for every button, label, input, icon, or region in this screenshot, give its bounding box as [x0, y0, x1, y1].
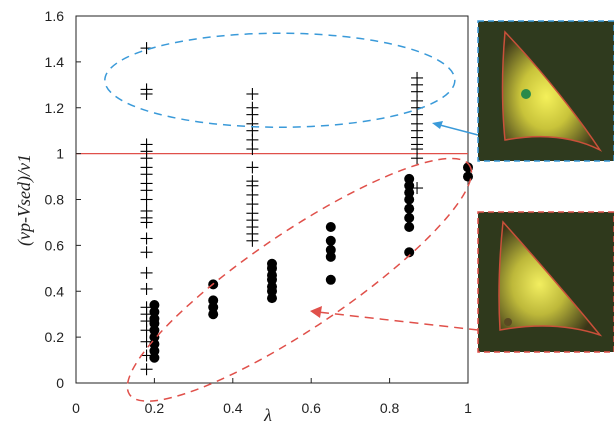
dot-point — [404, 180, 415, 191]
y-tick-label: 1.2 — [45, 100, 65, 116]
dot-point — [208, 295, 219, 306]
y-tick-label: 0.2 — [45, 329, 65, 345]
dot-point — [325, 222, 336, 233]
cross-point — [140, 232, 153, 245]
dot-point — [325, 244, 336, 255]
x-axis-title: λ — [263, 405, 272, 423]
dot-point — [267, 286, 277, 297]
x-tick-label: 0.4 — [223, 400, 243, 416]
dot-point — [267, 263, 277, 274]
upper-inset-image — [477, 20, 614, 162]
x-tick-label: 0.2 — [145, 400, 165, 416]
dot-point — [267, 293, 277, 304]
cross-point — [411, 152, 424, 165]
dot-point — [325, 251, 336, 262]
upper-leader-arrowhead — [432, 121, 443, 129]
dot-point — [404, 187, 415, 198]
cross-point — [246, 161, 259, 174]
cross-point — [246, 234, 259, 247]
annotation-leaders — [310, 121, 479, 331]
x-axis-ticks: 0 0.2 0.4 0.6 0.8 1 — [72, 378, 472, 416]
lower-leader-arrowhead — [310, 306, 322, 318]
cross-point — [246, 143, 259, 156]
dot-point — [404, 247, 415, 258]
dot-point — [404, 222, 415, 233]
y-tick-label: 1.6 — [45, 8, 65, 24]
dot-point — [404, 212, 415, 223]
dot-point — [149, 306, 160, 317]
x-tick-label: 0 — [72, 400, 80, 416]
dot-point — [404, 203, 415, 214]
y-axis-title: (vp-Vsed)/v1 — [14, 154, 35, 246]
upper-annotation-ellipse — [104, 32, 456, 128]
cross-point — [140, 193, 153, 206]
dot-point — [149, 345, 160, 356]
dot-point — [404, 173, 415, 184]
dot-point — [149, 352, 160, 363]
y-tick-label: 0 — [56, 375, 64, 391]
y-tick-label: 0.6 — [45, 237, 65, 253]
dot-point — [149, 332, 160, 343]
dot-point — [149, 318, 160, 329]
dot-point — [149, 300, 160, 311]
lower-inset-image — [477, 211, 614, 353]
cross-point — [140, 246, 153, 259]
cross-point — [140, 87, 153, 100]
dot-point — [149, 325, 160, 336]
dot-point — [208, 309, 219, 320]
y-tick-label: 0.8 — [45, 192, 65, 208]
y-tick-label: 1.4 — [45, 54, 65, 70]
cross-point — [140, 363, 153, 376]
dot-point — [267, 274, 277, 285]
data-points — [140, 42, 473, 376]
x-tick-label: 0.6 — [301, 400, 321, 416]
upper-leader-line — [435, 123, 479, 136]
dot-point — [325, 235, 336, 246]
cross-point — [140, 216, 153, 229]
annotations — [104, 32, 473, 402]
dot-point — [325, 274, 336, 285]
dot-point — [404, 194, 415, 205]
cross-point — [140, 266, 153, 279]
dot-point — [463, 171, 473, 182]
lower-leader-line — [317, 311, 479, 331]
cross-point — [140, 282, 153, 295]
dot-point — [208, 302, 219, 313]
y-tick-label: 0.4 — [45, 283, 65, 299]
x-tick-label: 1 — [464, 400, 472, 416]
lower-annotation-ellipse — [126, 157, 473, 402]
cross-point — [246, 87, 259, 100]
x-tick-label: 0.8 — [380, 400, 400, 416]
y-tick-label: 1 — [56, 146, 64, 162]
y-axis-ticks: 0 0.2 0.4 0.6 0.8 1 1.2 1.4 1.6 — [45, 8, 81, 391]
